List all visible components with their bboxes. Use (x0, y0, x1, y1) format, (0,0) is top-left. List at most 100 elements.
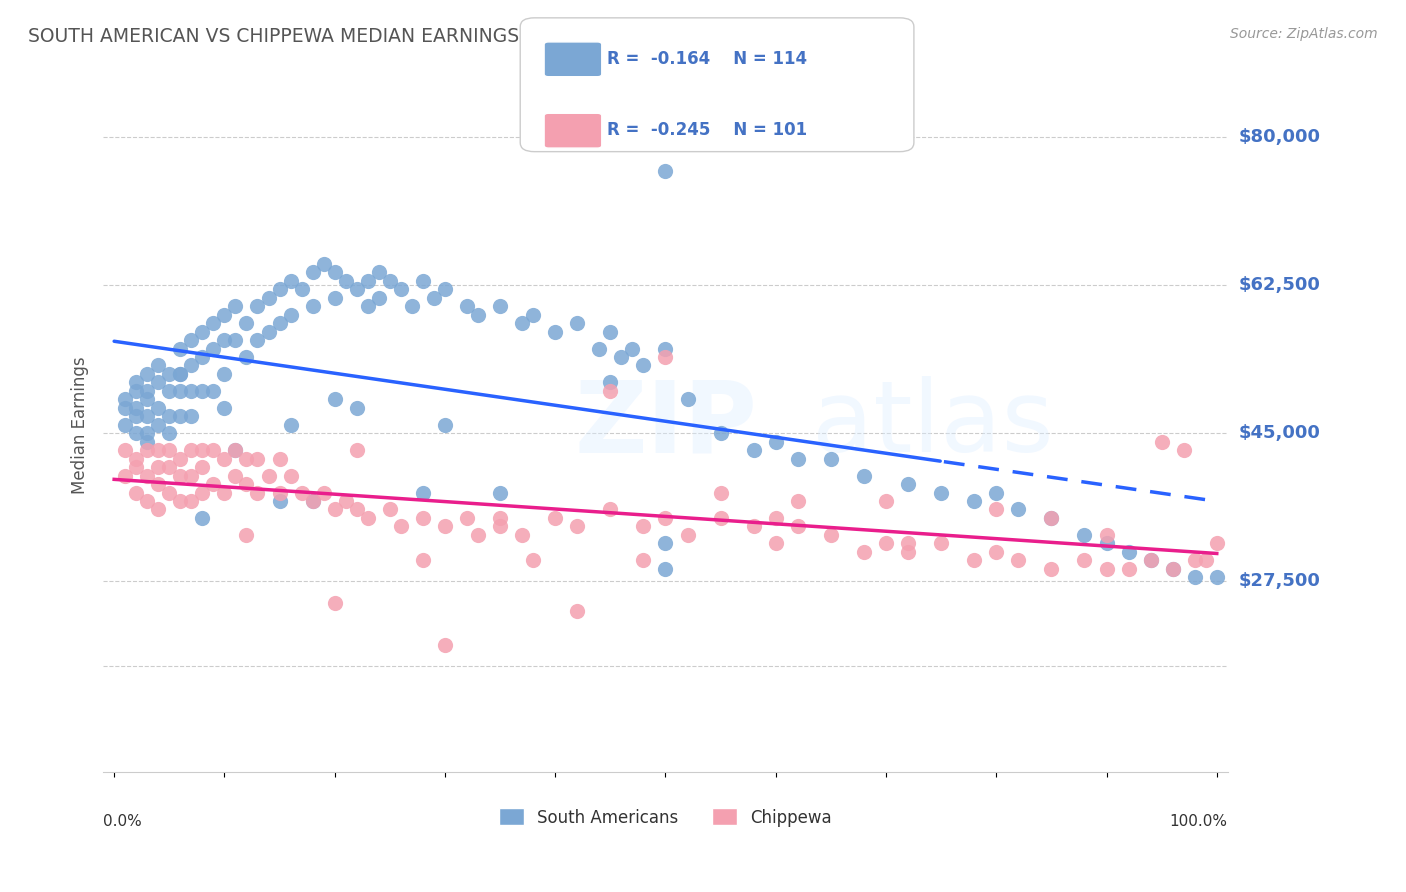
Point (765, 434, 787, 449)
Point (136, 426, 159, 441)
Point (1095, 562, 1118, 576)
Point (456, 511, 478, 525)
Point (467, 308, 489, 322)
Point (489, 519, 512, 533)
Point (1007, 502, 1029, 516)
Point (214, 308, 236, 322)
Point (114, 468, 136, 483)
Point (676, 392, 699, 407)
Point (510, 316, 533, 330)
Point (235, 451, 257, 466)
Point (346, 401, 368, 415)
Point (489, 511, 512, 525)
Point (148, 477, 170, 491)
Point (180, 494, 202, 508)
Point (522, 553, 544, 567)
Point (257, 291, 280, 305)
Point (786, 519, 808, 533)
Point (301, 299, 323, 313)
Point (433, 417, 456, 432)
Point (148, 417, 170, 432)
Text: R =  -0.164    N = 114: R = -0.164 N = 114 (607, 50, 807, 68)
Point (323, 392, 346, 407)
Point (291, 485, 314, 500)
Point (312, 257, 335, 271)
Point (654, 350, 676, 364)
Point (136, 384, 159, 398)
Point (1073, 553, 1095, 567)
Point (180, 409, 202, 424)
Point (765, 511, 787, 525)
Point (820, 451, 842, 466)
Point (191, 511, 214, 525)
Text: 100.0%: 100.0% (1170, 814, 1227, 829)
Point (786, 494, 808, 508)
Point (389, 519, 412, 533)
Point (742, 519, 765, 533)
Point (897, 545, 920, 559)
Point (489, 485, 512, 500)
Point (235, 528, 257, 542)
Text: $45,000: $45,000 (1239, 425, 1320, 442)
Point (125, 451, 148, 466)
Point (257, 325, 280, 339)
Point (401, 299, 423, 313)
Point (136, 494, 159, 508)
Point (510, 528, 533, 542)
Point (214, 401, 236, 415)
Point (522, 308, 544, 322)
Point (169, 384, 191, 398)
Point (346, 443, 368, 458)
Point (169, 367, 191, 381)
Point (191, 460, 214, 475)
Legend: South Americans, Chippewa: South Americans, Chippewa (492, 802, 838, 833)
Text: ZIP: ZIP (574, 376, 756, 474)
Point (633, 553, 655, 567)
Text: R =  -0.245    N = 101: R = -0.245 N = 101 (607, 121, 807, 139)
Point (148, 502, 170, 516)
Point (710, 485, 733, 500)
Point (257, 468, 280, 483)
Point (367, 291, 389, 305)
Point (169, 494, 191, 508)
Point (1139, 553, 1161, 567)
Point (544, 511, 567, 525)
Point (157, 409, 180, 424)
Point (136, 443, 159, 458)
Point (125, 384, 148, 398)
Point (654, 511, 676, 525)
Point (357, 274, 380, 288)
Point (433, 519, 456, 533)
Point (269, 282, 291, 296)
Point (929, 536, 952, 550)
Point (291, 282, 314, 296)
Text: Source: ZipAtlas.com: Source: ZipAtlas.com (1230, 27, 1378, 41)
Point (114, 392, 136, 407)
Point (875, 536, 897, 550)
Point (269, 485, 291, 500)
Point (1095, 528, 1118, 542)
Point (378, 502, 401, 516)
Point (710, 511, 733, 525)
Point (567, 519, 589, 533)
Point (224, 333, 246, 347)
Point (301, 265, 323, 279)
Point (633, 359, 655, 373)
Point (412, 553, 434, 567)
Point (378, 274, 401, 288)
Point (1205, 536, 1227, 550)
Point (235, 316, 257, 330)
Point (202, 443, 225, 458)
Point (214, 367, 236, 381)
Text: atlas: atlas (811, 376, 1053, 474)
Point (367, 265, 389, 279)
Point (269, 451, 291, 466)
Point (963, 553, 986, 567)
Point (1040, 511, 1063, 525)
Point (191, 350, 214, 364)
Point (335, 494, 357, 508)
Point (169, 409, 191, 424)
Point (202, 342, 225, 356)
Point (235, 350, 257, 364)
Text: $80,000: $80,000 (1239, 128, 1322, 145)
